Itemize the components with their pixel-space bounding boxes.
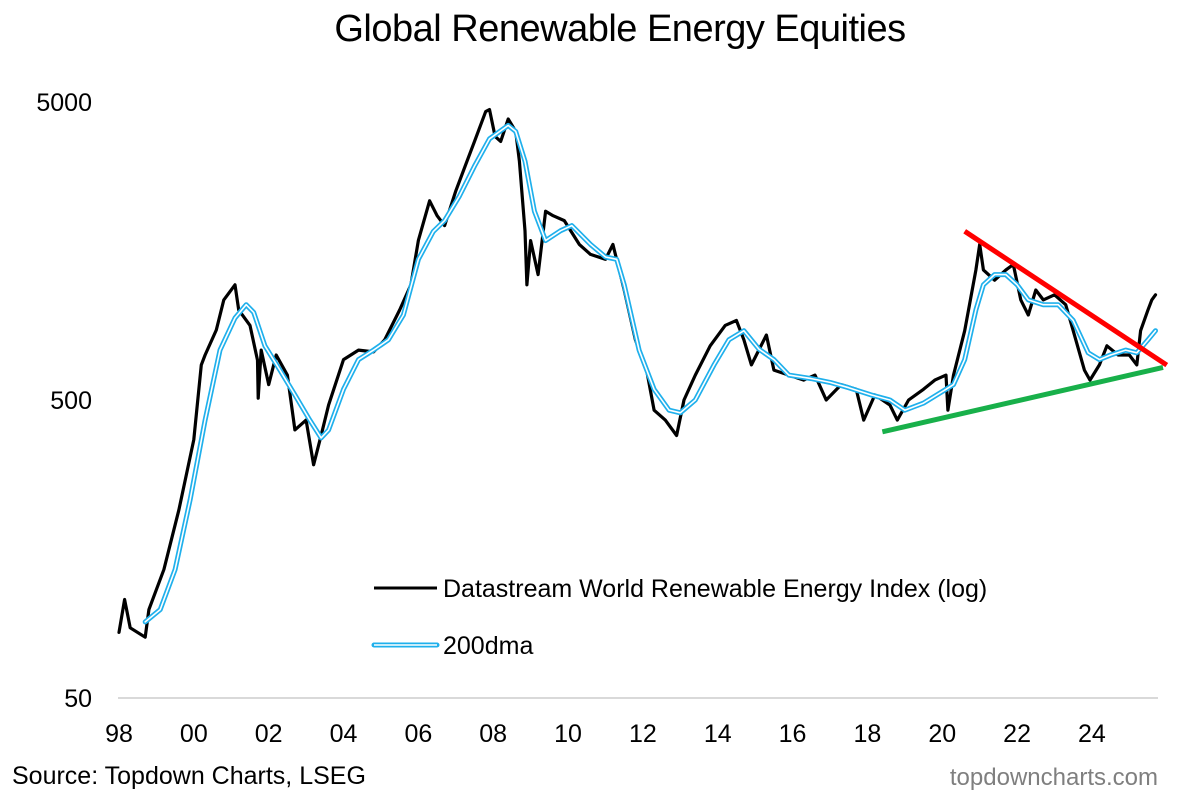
legend-item-200dma: 200dma bbox=[371, 632, 533, 660]
x-tick-label: 24 bbox=[1078, 720, 1106, 748]
legend: Datastream World Renewable Energy Index … bbox=[371, 575, 987, 660]
x-tick-label: 06 bbox=[404, 720, 432, 748]
legend-label-200dma: 200dma bbox=[443, 632, 533, 660]
x-tick-label: 18 bbox=[853, 720, 881, 748]
x-tick-label: 22 bbox=[1003, 720, 1031, 748]
x-tick-label: 16 bbox=[779, 720, 807, 748]
legend-label-index: Datastream World Renewable Energy Index … bbox=[443, 575, 987, 603]
series-line-index bbox=[117, 108, 1158, 639]
x-tick-label: 12 bbox=[629, 720, 657, 748]
support-trendline bbox=[881, 365, 1164, 435]
series-line-200dma-inner bbox=[144, 124, 1157, 623]
source-note: Source: Topdown Charts, LSEG bbox=[12, 762, 366, 790]
x-tick-label: 14 bbox=[704, 720, 732, 748]
y-tick-label: 500 bbox=[50, 387, 92, 415]
y-tick-label: 5000 bbox=[36, 89, 92, 117]
x-tick-label: 98 bbox=[105, 720, 133, 748]
watermark: topdowncharts.com bbox=[949, 764, 1158, 791]
y-axis-tick-labels: 5000 500 50 bbox=[36, 89, 92, 713]
legend-item-index: Datastream World Renewable Energy Index … bbox=[374, 575, 987, 603]
series-points-index bbox=[119, 110, 1156, 638]
series-line-200dma-outer bbox=[142, 122, 1158, 625]
x-tick-label: 10 bbox=[554, 720, 582, 748]
chart-title: Global Renewable Energy Equities bbox=[334, 8, 906, 50]
series-layer bbox=[117, 108, 1158, 639]
y-tick-label: 50 bbox=[64, 685, 92, 713]
trendline-layer bbox=[881, 229, 1169, 435]
x-tick-label: 04 bbox=[330, 720, 358, 748]
resistance-trendline bbox=[963, 229, 1169, 368]
x-tick-label: 02 bbox=[255, 720, 283, 748]
x-axis-tick-labels: 98 00 02 04 06 08 10 12 14 16 18 20 22 24 bbox=[105, 720, 1106, 748]
x-tick-label: 08 bbox=[479, 720, 507, 748]
x-tick-label: 20 bbox=[928, 720, 956, 748]
x-tick-label: 00 bbox=[180, 720, 208, 748]
